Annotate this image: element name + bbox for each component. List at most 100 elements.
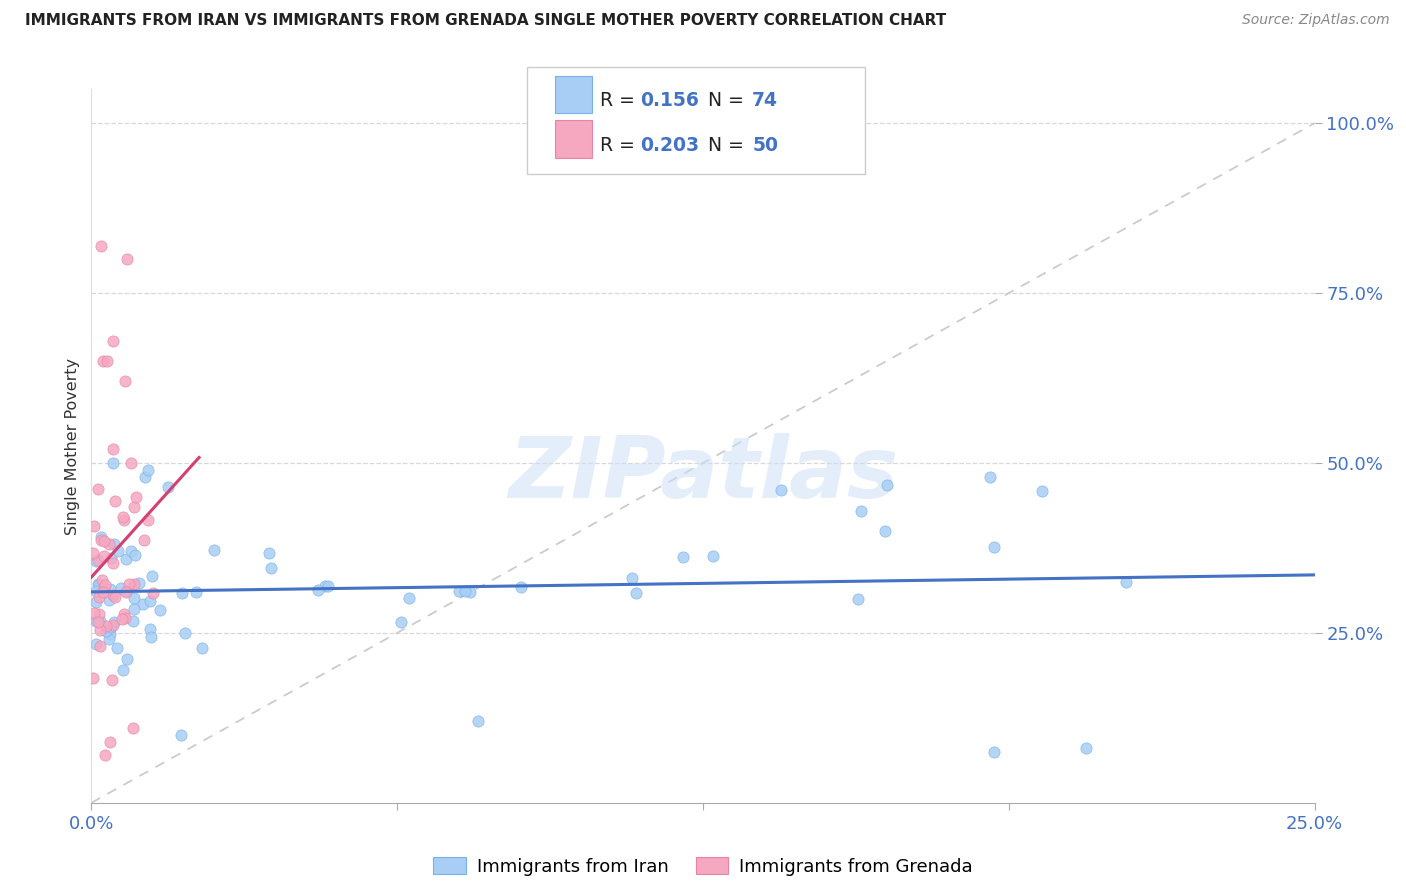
Text: N =: N = (696, 91, 749, 111)
Point (94, 619, 117, 633)
Point (111, 611, 134, 625)
Point (91, 585, 114, 599)
Point (98, 734, 121, 748)
Point (84, 554, 107, 568)
Point (98, 632, 121, 646)
Text: 0.156: 0.156 (640, 91, 699, 111)
Point (90, 533, 112, 547)
Point (128, 576, 150, 591)
Point (118, 577, 141, 591)
Point (141, 568, 163, 582)
Point (876, 478, 898, 492)
Point (467, 714, 489, 729)
Point (84, 595, 107, 609)
Point (131, 597, 153, 611)
Point (112, 509, 135, 524)
Point (257, 546, 280, 560)
Point (134, 533, 156, 547)
Point (314, 579, 336, 593)
Point (91, 354, 114, 368)
Point (172, 586, 194, 600)
Point (90, 238, 112, 252)
Point (103, 537, 125, 551)
Text: IMMIGRANTS FROM IRAN VS IMMIGRANTS FROM GRENADA SINGLE MOTHER POVERTY CORRELATIO: IMMIGRANTS FROM IRAN VS IMMIGRANTS FROM … (25, 13, 946, 29)
Point (101, 617, 124, 632)
Point (122, 500, 145, 514)
Point (114, 375, 136, 389)
Point (115, 252, 138, 266)
Point (139, 622, 162, 636)
Point (87, 482, 110, 496)
Point (104, 494, 127, 508)
Point (389, 615, 412, 629)
Point (259, 561, 281, 575)
Point (94, 578, 117, 592)
Point (97, 593, 120, 607)
Point (101, 442, 124, 457)
Point (112, 663, 135, 677)
Point (83, 606, 105, 620)
Point (115, 584, 138, 599)
Point (120, 456, 142, 470)
Point (114, 607, 136, 622)
Point (1074, 741, 1097, 756)
Point (114, 584, 136, 599)
Point (769, 483, 792, 497)
Point (84, 614, 107, 628)
Point (186, 584, 208, 599)
Point (139, 630, 162, 644)
Point (87, 577, 110, 591)
Point (93, 549, 115, 563)
Point (110, 582, 132, 596)
Point (983, 745, 1005, 759)
Point (1031, 484, 1053, 499)
Point (96, 354, 118, 368)
Text: ZIPatlas: ZIPatlas (508, 433, 898, 516)
Point (98, 626, 121, 640)
Point (138, 594, 160, 608)
Point (100, 620, 122, 634)
Point (318, 579, 340, 593)
Point (125, 490, 148, 504)
Point (122, 721, 145, 735)
Point (124, 548, 146, 562)
Point (115, 552, 138, 566)
Point (1115, 574, 1137, 589)
Point (509, 580, 531, 594)
Point (89, 623, 111, 637)
Point (100, 550, 122, 565)
Point (105, 641, 128, 656)
Point (136, 513, 159, 527)
Point (122, 591, 145, 606)
Point (156, 480, 179, 494)
Point (169, 728, 191, 742)
Point (398, 591, 420, 606)
Point (458, 585, 481, 599)
Point (979, 469, 1001, 483)
Point (875, 524, 897, 538)
Point (101, 557, 124, 571)
Point (98, 582, 121, 596)
Text: N =: N = (696, 136, 749, 155)
Point (90, 529, 112, 543)
Point (87, 591, 110, 605)
Text: 50: 50 (752, 136, 778, 155)
Point (307, 583, 329, 598)
Point (849, 504, 872, 518)
Point (626, 585, 648, 599)
Point (114, 611, 136, 625)
Point (82, 546, 104, 560)
Point (620, 571, 643, 585)
Point (94, 748, 117, 763)
Point (101, 456, 124, 470)
Text: Source: ZipAtlas.com: Source: ZipAtlas.com (1241, 13, 1389, 28)
Point (84, 637, 107, 651)
Point (93, 581, 115, 595)
Point (101, 334, 124, 348)
Point (107, 544, 129, 558)
Y-axis label: Single Mother Poverty: Single Mother Poverty (65, 358, 80, 534)
Point (120, 543, 142, 558)
Point (122, 602, 145, 616)
Point (173, 626, 195, 640)
Point (121, 614, 143, 628)
